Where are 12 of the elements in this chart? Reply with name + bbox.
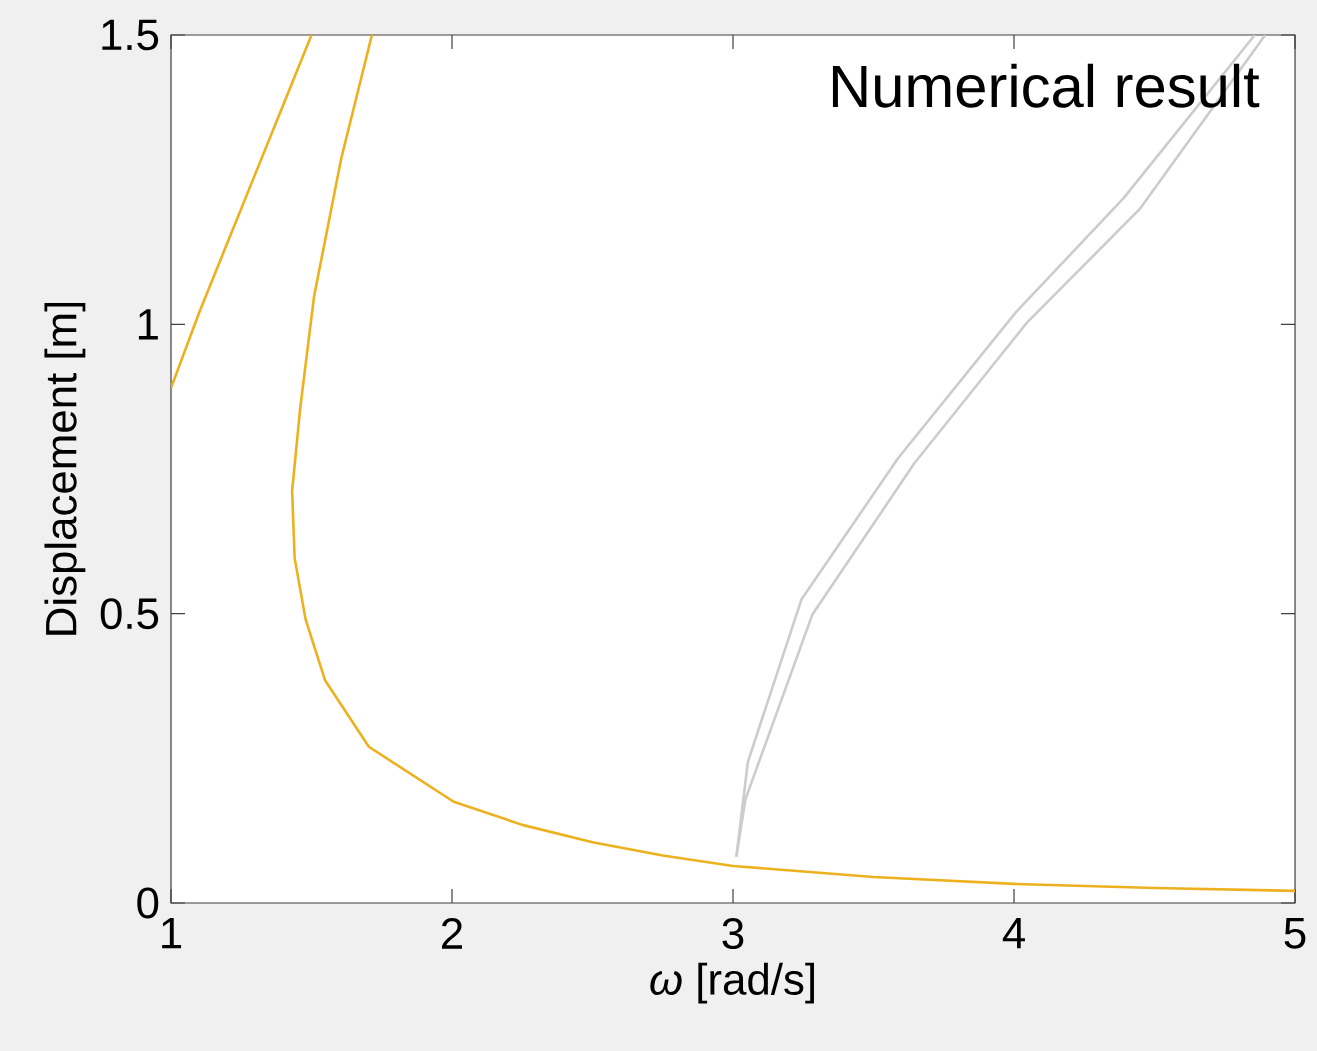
y-tick-label: 1 [138,309,158,340]
x-tick-label: 2 [442,918,462,949]
x-tick-label: 5 [1284,918,1306,949]
y-axis-title: Displacement [m] [44,302,86,635]
y-tick-label: 0 [137,887,159,919]
y-tick-label: 1.5 [102,19,159,51]
x-tick-label: 3 [722,918,744,950]
x-tick-label: 1 [162,918,182,949]
y-tick-label: 0.5 [100,598,159,630]
x-axis-title: ω [rad/s] [650,962,814,1004]
x-tick-label: 4 [1002,918,1025,949]
annotation: Numerical result [832,63,1260,108]
